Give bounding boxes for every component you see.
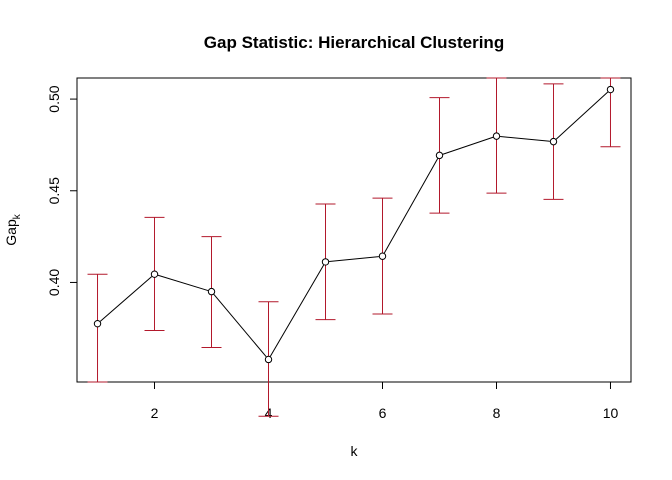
x-tick-label-10: 10 [603,405,619,421]
data-point-k9 [549,137,558,146]
y-axis-label: Gapk [3,213,23,245]
series-segment-6 [383,158,439,254]
data-point-k8 [492,132,501,140]
series-segment-5 [329,256,379,263]
y-tick-label-0: 0.40 [46,269,62,296]
series-segment-4 [269,264,325,357]
series-segment-7 [442,136,494,155]
plot-frame [76,77,632,383]
y-tick-label-2: 0.50 [46,85,62,112]
x-tick-label-2: 2 [151,405,159,421]
data-point-k5 [321,258,330,266]
data-point-k3 [207,287,216,296]
data-point-k2 [150,270,159,278]
error-bar-k1 [87,273,108,383]
chart-title: Gap Statistic: Hierarchical Clustering [204,33,504,52]
series-layer [87,77,621,417]
x-axis-label: k [351,443,359,459]
x-axis: 246810 [151,382,619,421]
series-segment-8 [500,135,550,142]
x-tick-label-8: 8 [493,405,501,421]
y-axis-label-main: Gap [3,219,19,246]
y-axis: 0.40 0.45 0.50 [46,85,77,296]
data-point-k7 [435,151,444,160]
y-tick-label-1: 0.45 [46,177,62,204]
series-segment-2 [157,274,209,292]
data-point-k4 [264,355,273,364]
data-point-k1 [93,319,102,328]
series-segment-3 [213,294,267,358]
series-segment-9 [555,91,609,140]
series-segment-1 [99,276,153,322]
data-point-k10 [606,85,615,94]
y-axis-label-subscript: k [12,213,23,219]
x-tick-label-6: 6 [379,405,387,421]
data-point-k6 [378,252,387,260]
